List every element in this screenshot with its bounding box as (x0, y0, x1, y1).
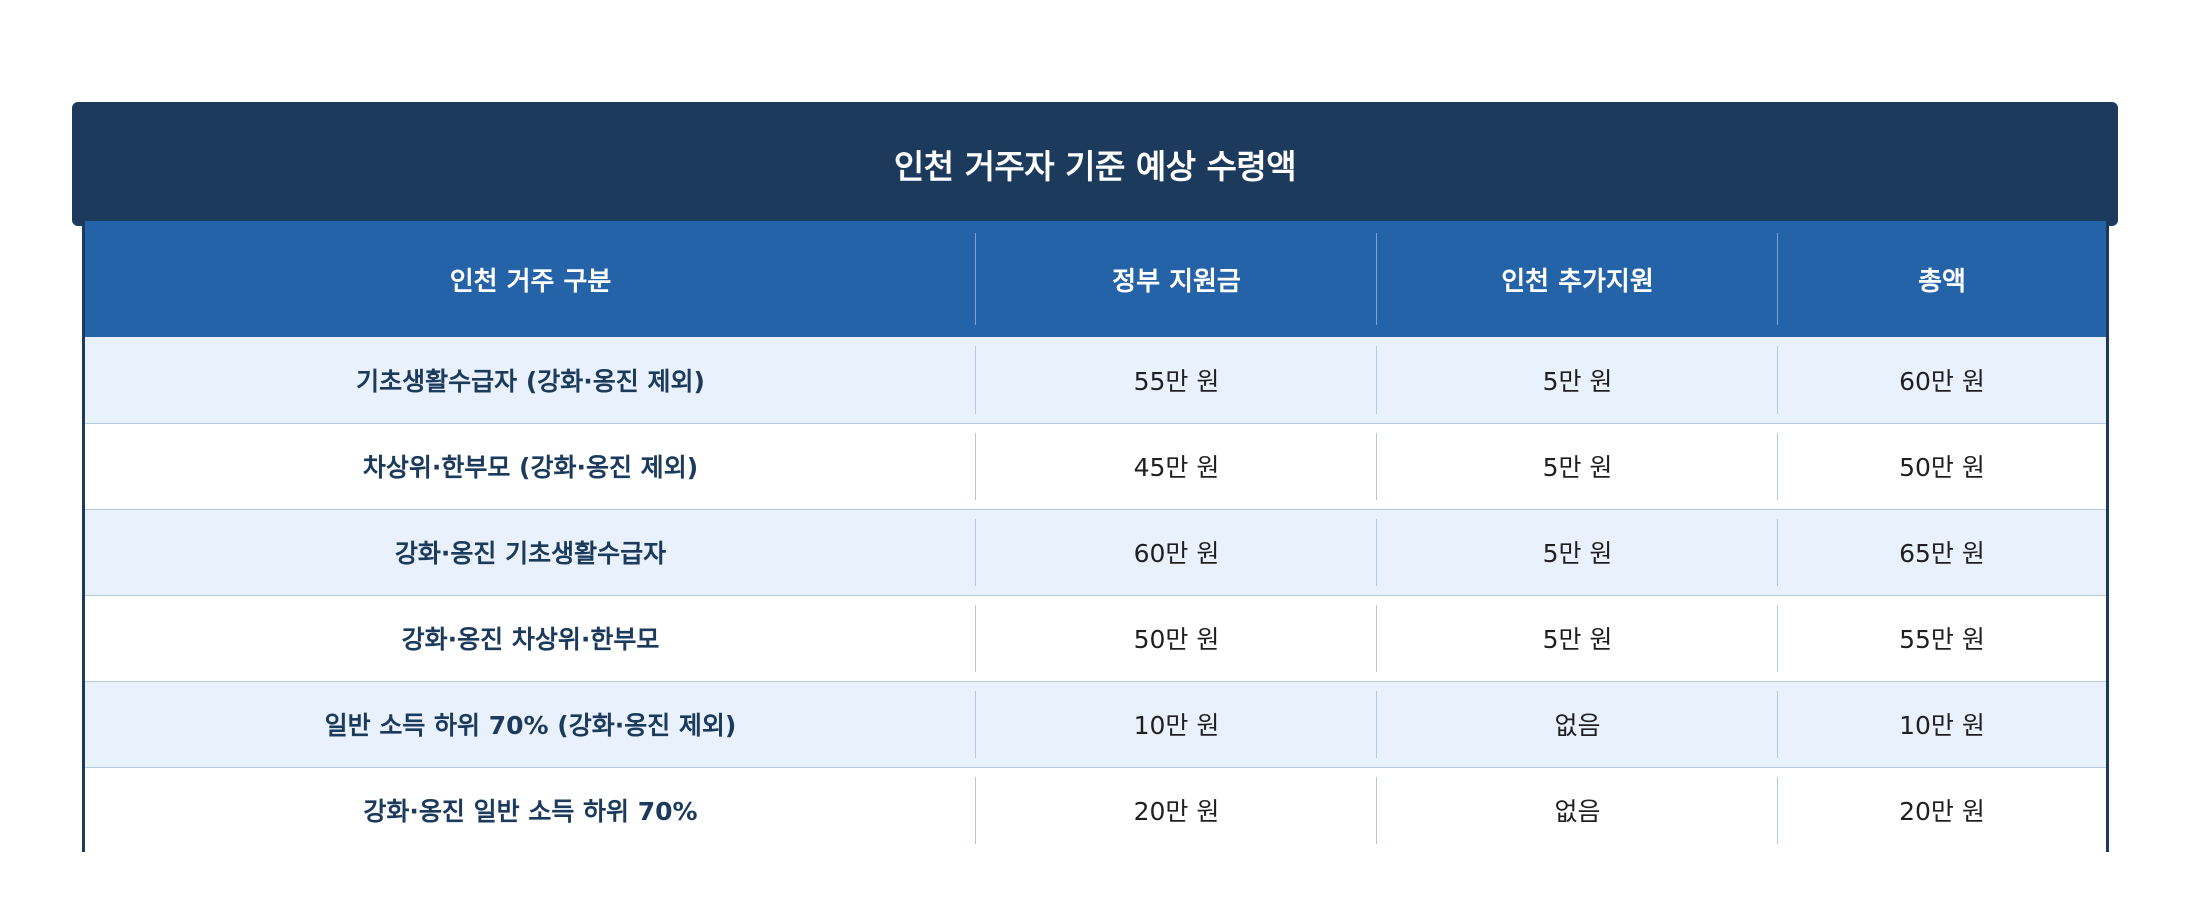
row-category: 차상위·한부모 (강화·옹진 제외) (85, 423, 976, 509)
row-total-amount: 10만 원 (1899, 711, 1985, 740)
row-total-amount: 20만 원 (1899, 797, 1985, 827)
table-body: 기초생활수급자 (강화·옹진 제외) 55만 원 5만 원 60만 원 차상위·… (85, 337, 2106, 853)
table-row: 차상위·한부모 (강화·옹진 제외) 45만 원 5만 원 50만 원 (85, 423, 2106, 509)
table-title-bar: 인천 거주자 기준 예상 수령액 (72, 102, 2118, 226)
row-gov-amount: 10만 원 (976, 681, 1377, 767)
header-category: 인천 거주 구분 (85, 221, 976, 337)
header-row: 인천 거주 구분 정부 지원금 인천 추가지원 총액 (85, 221, 2106, 337)
row-total-amount: 55만 원 (1899, 625, 1985, 654)
row-incheon-amount: 5만 원 (1377, 595, 1778, 681)
row-category: 강화·옹진 기초생활수급자 (85, 509, 976, 595)
table-row: 강화·옹진 기초생활수급자 60만 원 5만 원 65만 원 (85, 509, 2106, 595)
table-row: 기초생활수급자 (강화·옹진 제외) 55만 원 5만 원 60만 원 (85, 337, 2106, 423)
row-category: 강화·옹진 차상위·한부모 (85, 595, 976, 681)
row-gov-amount: 20만 원 (976, 767, 1377, 853)
row-gov-amount: 50만 원 (976, 595, 1377, 681)
row-incheon-amount: 없음 (1377, 767, 1778, 853)
row-category: 강화·옹진 일반 소득 하위 70% (85, 767, 976, 853)
row-incheon-amount: 5만 원 (1377, 337, 1778, 423)
header-total: 총액 (1918, 266, 1966, 297)
table-title: 인천 거주자 기준 예상 수령액 (893, 147, 1297, 186)
header-incheon-support: 인천 추가지원 (1377, 221, 1778, 337)
table-row: 일반 소득 하위 70% (강화·옹진 제외) 10만 원 없음 10만 원 (85, 681, 2106, 767)
benefit-table-container: 인천 거주 구분 정부 지원금 인천 추가지원 총액 기초생활수급자 (강화·옹… (82, 221, 2109, 853)
row-incheon-amount: 5만 원 (1377, 423, 1778, 509)
row-gov-amount: 55만 원 (976, 337, 1377, 423)
table-row: 강화·옹진 차상위·한부모 50만 원 5만 원 55만 원 (85, 595, 2106, 681)
table-header: 인천 거주 구분 정부 지원금 인천 추가지원 총액 (85, 221, 2106, 337)
row-category: 일반 소득 하위 70% (강화·옹진 제외) (85, 681, 976, 767)
row-total-amount: 60만 원 (1899, 366, 1985, 396)
row-incheon-amount: 5만 원 (1377, 509, 1778, 595)
row-incheon-amount: 없음 (1377, 681, 1778, 767)
table-row: 강화·옹진 일반 소득 하위 70% 20만 원 없음 20만 원 (85, 767, 2106, 853)
row-gov-amount: 45만 원 (976, 423, 1377, 509)
row-total-amount: 50만 원 (1899, 453, 1985, 482)
row-total-amount: 65만 원 (1899, 539, 1985, 568)
header-gov-support: 정부 지원금 (976, 221, 1377, 337)
row-category: 기초생활수급자 (강화·옹진 제외) (85, 337, 976, 423)
benefit-table: 인천 거주 구분 정부 지원금 인천 추가지원 총액 기초생활수급자 (강화·옹… (85, 221, 2106, 853)
row-gov-amount: 60만 원 (976, 509, 1377, 595)
